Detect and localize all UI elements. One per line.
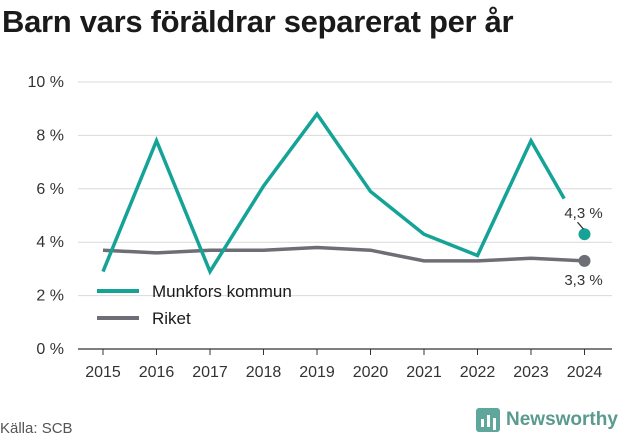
x-tick-label: 2018 [246, 364, 282, 381]
y-tick-label: 8 % [36, 127, 64, 144]
series-line-riket [102, 245, 585, 263]
brand-name: Newsworthy [506, 409, 618, 430]
y-tick-label: 2 % [36, 288, 64, 305]
x-tick-label: 2017 [192, 364, 228, 381]
x-tick-label: 2015 [85, 364, 121, 381]
x-tick-label: 2019 [299, 364, 335, 381]
brand-logo: Newsworthy [476, 408, 618, 432]
y-tick-label: 6 % [36, 181, 64, 198]
series-line-munkfors-kommun [101, 111, 566, 276]
y-tick-label: 10 % [28, 74, 64, 91]
y-tick-label: 0 % [36, 341, 64, 358]
legend-label: Munkfors kommun [152, 282, 292, 301]
x-tick-label: 2016 [139, 364, 175, 381]
x-tick-label: 2024 [567, 364, 603, 381]
x-tick-label: 2022 [460, 364, 496, 381]
legend-label: Riket [152, 309, 191, 328]
newsworthy-icon [476, 408, 500, 432]
series-end-point-munkfors-kommun [578, 228, 591, 241]
end-label-riket: 3,3 % [564, 272, 602, 289]
series-end-point-riket [578, 254, 591, 267]
x-tick-label: 2021 [406, 364, 442, 381]
source-note: Källa: SCB [0, 420, 73, 437]
x-tick-label: 2020 [353, 364, 389, 381]
end-label-munkfors: 4,3 % [564, 205, 602, 222]
end-label-leader [577, 221, 584, 230]
y-tick-label: 4 % [36, 234, 64, 251]
chart-title: Barn vars föräldrar separerat per år [2, 4, 514, 39]
x-tick-label: 2023 [513, 364, 549, 381]
